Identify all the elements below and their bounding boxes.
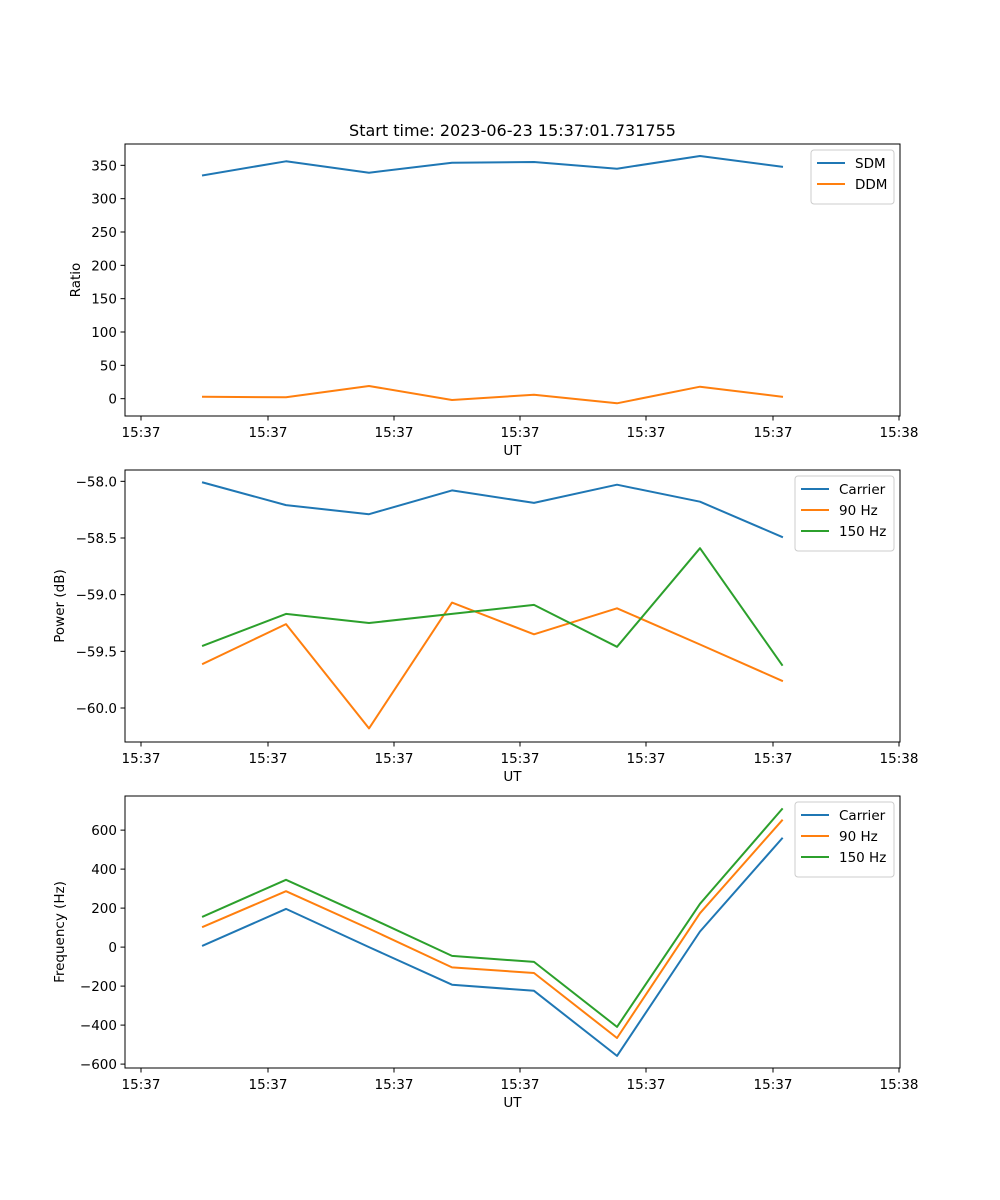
y-tick-label: −58.0	[76, 474, 117, 490]
chart-3: 15:37 15:37 15:37 15:37 15:37 15:37 15:38 −600 −…	[52, 795, 919, 1111]
legend: Carrier 90 Hz 150 Hz	[794, 801, 895, 878]
y-tick-label: 250	[91, 225, 117, 241]
chart-title: Start time: 2023-06-23 15:37:01.731755	[349, 121, 676, 140]
x-tick-label: 15:37	[122, 1077, 161, 1093]
x-axis-label: UT	[503, 769, 522, 785]
plot-frame	[124, 143, 901, 417]
x-tick-label: 15:37	[501, 751, 540, 767]
x-axis-label: UT	[503, 443, 522, 459]
y-tick-label: 0	[108, 392, 117, 408]
x-tick-label: 15:37	[501, 425, 540, 441]
x-tick-label: 15:37	[754, 425, 793, 441]
legend-label-150-hz: 150 Hz	[839, 850, 886, 866]
series-line-sdm	[201, 155, 784, 177]
y-tick-label: −59.5	[76, 644, 117, 660]
x-tick-label: 15:37	[122, 425, 161, 441]
legend-label-carrier: Carrier	[839, 808, 886, 824]
y-tick-label: 300	[91, 192, 117, 208]
y-tick-label: −200	[80, 979, 117, 995]
plot-frame	[124, 469, 901, 743]
x-tick-label: 15:38	[880, 751, 919, 767]
series-line-ddm	[201, 385, 784, 405]
y-tick-label: −59.0	[76, 588, 117, 604]
x-tick-label: 15:37	[122, 751, 161, 767]
series-line-90-hz	[201, 818, 784, 1039]
legend: Carrier 90 Hz 150 Hz	[794, 475, 895, 552]
y-tick-label: 100	[91, 325, 117, 341]
y-tick-label: 0	[108, 940, 117, 956]
x-tick-label: 15:37	[249, 1077, 288, 1093]
y-axis-label: Frequency (Hz)	[52, 881, 68, 983]
x-tick-label: 15:38	[880, 1077, 919, 1093]
y-tick-label: 400	[91, 862, 117, 878]
y-tick-label: 350	[91, 158, 117, 174]
series-line-150-hz	[201, 547, 784, 667]
y-tick-label: 50	[100, 358, 117, 374]
x-tick-label: 15:37	[627, 751, 666, 767]
x-tick-label: 15:37	[501, 1077, 540, 1093]
y-tick-label: −58.5	[76, 531, 117, 547]
x-tick-label: 15:37	[627, 1077, 666, 1093]
x-tick-label: 15:37	[754, 1077, 793, 1093]
x-tick-label: 15:38	[880, 425, 919, 441]
y-axis-label: Ratio	[68, 263, 84, 298]
legend-label-90-hz: 90 Hz	[839, 503, 878, 519]
x-tick-label: 15:37	[249, 425, 288, 441]
x-tick-label: 15:37	[627, 425, 666, 441]
chart-1: 15:37 15:37 15:37 15:37 15:37 15:37 15:38 0 50 10…	[68, 121, 918, 459]
legend-label-90-hz: 90 Hz	[839, 829, 878, 845]
x-tick-label: 15:37	[754, 751, 793, 767]
y-tick-label: 200	[91, 901, 117, 917]
y-tick-label: 600	[91, 823, 117, 839]
legend-box	[794, 801, 895, 878]
chart-2: 15:37 15:37 15:37 15:37 15:37 15:37 15:38 −58.0…	[52, 469, 919, 785]
x-tick-label: 15:37	[375, 1077, 414, 1093]
x-axis-label: UT	[503, 1095, 522, 1111]
y-tick-label: 200	[91, 258, 117, 274]
x-tick-label: 15:37	[375, 425, 414, 441]
series-line-90-hz	[201, 601, 784, 730]
legend-label-carrier: Carrier	[839, 482, 886, 498]
series-line-150-hz	[201, 807, 784, 1028]
legend-label-ddm: DDM	[855, 177, 887, 193]
legend-box	[794, 475, 895, 552]
y-axis-label: Power (dB)	[52, 569, 68, 642]
plot-frame	[124, 795, 901, 1069]
y-tick-label: −400	[80, 1018, 117, 1034]
y-tick-label: −600	[80, 1057, 117, 1073]
y-tick-label: −60.0	[76, 701, 117, 717]
series-line-carrier	[201, 837, 784, 1057]
series-line-carrier	[201, 481, 784, 539]
legend-label-150-hz: 150 Hz	[839, 524, 886, 540]
x-tick-label: 15:37	[375, 751, 414, 767]
legend-label-sdm: SDM	[855, 156, 886, 172]
x-tick-label: 15:37	[249, 751, 288, 767]
legend: SDM DDM	[810, 149, 895, 205]
y-tick-label: 150	[91, 292, 117, 308]
